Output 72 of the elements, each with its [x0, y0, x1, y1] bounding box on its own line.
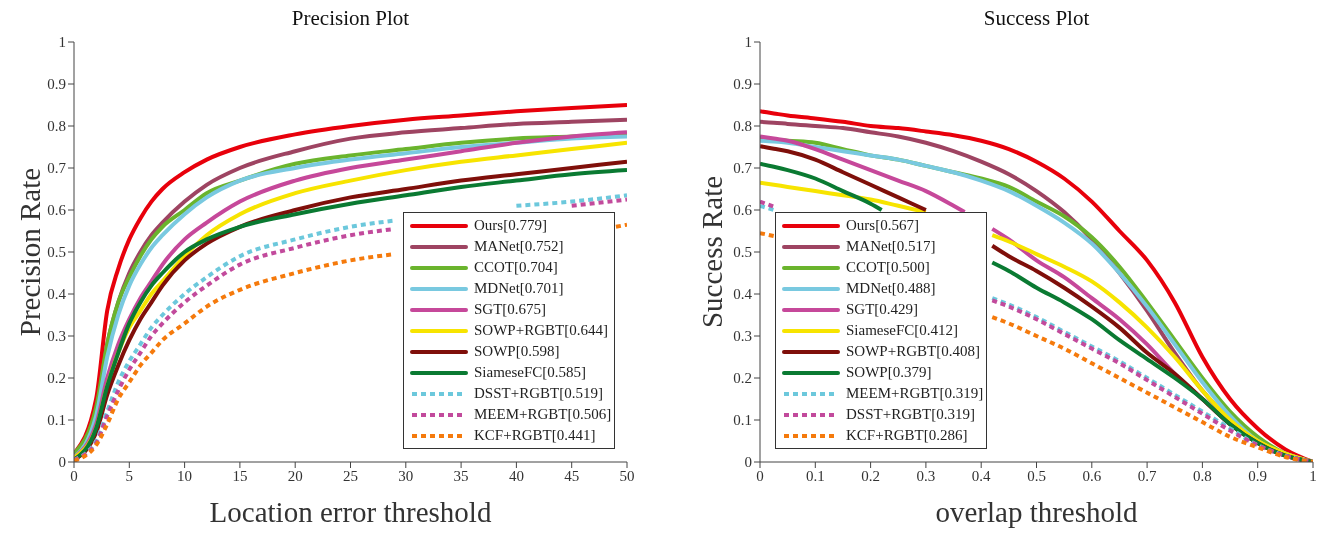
y-tick-label: 0.6: [47, 202, 67, 219]
x-tick-label: 45: [564, 467, 580, 484]
x-tick-label: 0.8: [1193, 467, 1212, 484]
x-tick-label: 0.5: [1027, 467, 1046, 484]
legend-label: MANet[0.752]: [474, 238, 564, 255]
y-tick-label: 0.2: [47, 370, 66, 387]
x-tick-label: 0.1: [805, 467, 825, 484]
x-tick-label: 0.7: [1137, 467, 1157, 484]
x-tick-label: 0: [70, 467, 78, 484]
legend-label: MEEM+RGBT[0.506]: [474, 406, 612, 423]
legend-label: SOWP[0.598]: [474, 343, 560, 360]
y-tick-label: 0.2: [733, 370, 752, 387]
legend-label: DSST+RGBT[0.319]: [846, 406, 975, 423]
x-tick-label: 0.2: [861, 467, 880, 484]
legend-label: SGT[0.429]: [846, 301, 919, 318]
legend-label: SOWP+RGBT[0.408]: [846, 343, 980, 360]
legend-label: Ours[0.779]: [474, 217, 547, 234]
x-tick-label: 35: [453, 467, 469, 484]
y-tick-label: 0.5: [47, 244, 66, 261]
y-tick-label: 0: [58, 454, 66, 471]
y-axis-title: Precision Rate: [13, 167, 47, 337]
y-tick-label: 0.4: [47, 286, 67, 303]
y-tick-label: 0.9: [47, 76, 66, 93]
legend-label: SOWP+RGBT[0.644]: [474, 322, 608, 339]
x-tick-label: 0.3: [916, 467, 936, 484]
y-tick-label: 0.4: [733, 286, 753, 303]
chart-title: Precision Plot: [290, 6, 411, 31]
y-tick-label: 1: [744, 34, 752, 51]
x-tick-label: 40: [508, 467, 524, 484]
y-tick-label: 0.6: [733, 202, 753, 219]
legend-label: DSST+RGBT[0.519]: [474, 385, 603, 402]
legend-label: SiameseFC[0.585]: [474, 364, 587, 381]
legend-label: SOWP[0.379]: [846, 364, 932, 381]
x-tick-label: 0.9: [1248, 467, 1268, 484]
legend-label: KCF+RGBT[0.286]: [846, 427, 968, 444]
legend-label: SGT[0.675]: [474, 301, 547, 318]
legend-label: Ours[0.567]: [846, 217, 919, 234]
legend-label: CCOT[0.500]: [846, 259, 930, 276]
y-tick-label: 0.8: [733, 118, 752, 135]
y-tick-label: 0.3: [47, 328, 66, 345]
x-tick-label: 10: [177, 467, 193, 484]
x-tick-label: 20: [287, 467, 303, 484]
y-tick-label: 0.9: [733, 76, 752, 93]
legend-label: CCOT[0.704]: [474, 259, 558, 276]
y-tick-label: 0.8: [47, 118, 66, 135]
y-tick-label: 0.7: [733, 160, 753, 177]
x-tick-label: 0: [756, 467, 764, 484]
x-tick-label: 15: [232, 467, 248, 484]
x-tick-label: 30: [398, 467, 414, 484]
legend-label: MDNet[0.488]: [846, 280, 936, 297]
x-axis-title: Location error threshold: [208, 496, 493, 529]
x-tick-label: 1: [1309, 467, 1317, 484]
legend-label: SiameseFC[0.412]: [846, 322, 959, 339]
x-tick-label: 0.6: [1082, 467, 1102, 484]
x-axis-title: overlap threshold: [934, 496, 1139, 529]
y-tick-label: 1: [58, 34, 66, 51]
y-tick-label: 0.7: [47, 160, 67, 177]
y-axis-title: Success Rate: [695, 175, 729, 329]
x-tick-label: 0.4: [971, 467, 992, 484]
legend-label: KCF+RGBT[0.441]: [474, 427, 596, 444]
legend-label: MEEM+RGBT[0.319]: [846, 385, 984, 402]
legend-label: MDNet[0.701]: [474, 280, 564, 297]
legend-label: MANet[0.517]: [846, 238, 936, 255]
x-tick-label: 25: [343, 467, 358, 484]
chart-title: Success Plot: [982, 6, 1091, 31]
y-tick-label: 0.1: [47, 412, 66, 429]
y-tick-label: 0.3: [733, 328, 752, 345]
x-tick-label: 50: [619, 467, 635, 484]
y-tick-label: 0.5: [733, 244, 752, 261]
x-tick-label: 5: [125, 467, 134, 484]
y-tick-label: 0: [744, 454, 752, 471]
y-tick-label: 0.1: [733, 412, 752, 429]
